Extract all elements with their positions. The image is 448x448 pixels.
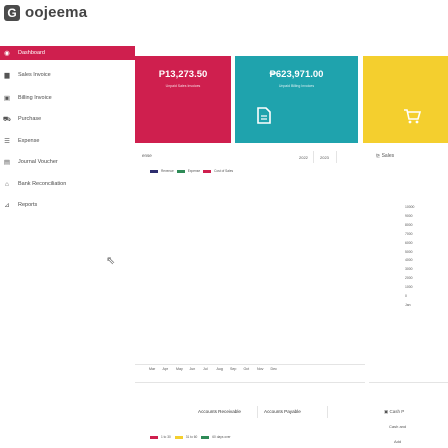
cash-panel: ▣ Cash P Cash and Add bbox=[369, 382, 448, 448]
sales-tick-label: 5000 bbox=[405, 249, 413, 254]
card-value: ₱623,971.00 bbox=[269, 69, 324, 80]
card-subtitle: Unpaid Sales Invoices bbox=[165, 84, 201, 88]
logo-mark: G bbox=[4, 4, 20, 21]
unpaid-billing-card[interactable]: ₱623,971.00 Unpaid Billing Invoices bbox=[235, 56, 358, 143]
sales-tick-label: Jan bbox=[405, 302, 411, 307]
chart-baseline bbox=[135, 364, 365, 365]
legend-swatch-cost-of-sales bbox=[203, 169, 212, 173]
sidebar-item-expense[interactable]: ☰ Expense bbox=[0, 134, 135, 148]
sidebar: ◉ Dashboard ▆ Sales Invoice ▣ Billing In… bbox=[0, 44, 135, 448]
sidebar-item-bank-reconciliation[interactable]: ⌂ Bank Reconciliation bbox=[0, 177, 135, 191]
sales-tick-label: 8000 bbox=[405, 222, 413, 227]
app-name: oojeema bbox=[25, 4, 88, 21]
cash-add-link[interactable]: Add bbox=[394, 439, 402, 444]
cart-icon bbox=[404, 109, 421, 124]
month-label: Sep bbox=[230, 367, 237, 371]
sales-tick-label: 1000 bbox=[405, 285, 413, 290]
sales-tick-label: 9000 bbox=[405, 213, 413, 218]
billing-icon: ▣ bbox=[3, 95, 11, 102]
ar-ap-panel: Accounts Receivable Accounts Payable 1 t… bbox=[135, 382, 365, 448]
chart-title: ense bbox=[142, 153, 152, 158]
aging-legend: 1 to 30 31 to 60 60 days over bbox=[150, 435, 231, 439]
legend-swatch-31-60 bbox=[174, 435, 183, 439]
month-label: Jun bbox=[189, 367, 196, 371]
sidebar-item-journal-voucher[interactable]: ▤ Journal Voucher bbox=[0, 155, 135, 169]
sidebar-item-reports[interactable]: ⊿ Reports bbox=[0, 198, 135, 212]
cash-title-text: Cash P bbox=[389, 409, 405, 414]
cart-icon: ⛟ bbox=[2, 115, 12, 123]
sidebar-item-label: Purchase bbox=[18, 116, 42, 122]
sidebar-item-label: Bank Reconciliation bbox=[18, 181, 67, 187]
card-subtitle: Unpaid Billing Invoices bbox=[278, 84, 315, 88]
tab-accounts-receivable[interactable]: Accounts Receivable bbox=[198, 409, 241, 414]
sidebar-item-billing-invoice[interactable]: ▣ Billing Invoice bbox=[0, 91, 135, 105]
year-divider bbox=[313, 151, 314, 163]
panel-top-border bbox=[135, 382, 365, 383]
legend-swatch-60-over bbox=[201, 435, 210, 439]
sales-title-text: Sales bbox=[381, 153, 395, 159]
sales-chart: ⊵ Sales 10000 9000 8000 7000 6000 5000 4000 300… bbox=[369, 148, 448, 378]
sidebar-item-purchase[interactable]: ⛟ Purchase bbox=[0, 112, 135, 126]
month-label: Dec bbox=[270, 367, 277, 371]
sidebar-item-dashboard[interactable]: ◉ Dashboard bbox=[0, 46, 135, 60]
month-label: Nov bbox=[257, 367, 264, 371]
month-label: Jul bbox=[203, 367, 208, 371]
sales-tick-label: 2000 bbox=[405, 276, 413, 281]
cash-subtitle: Cash and bbox=[389, 424, 407, 429]
third-summary-card[interactable] bbox=[363, 56, 448, 143]
bank-icon: ⌂ bbox=[5, 180, 9, 188]
tab-accounts-payable[interactable]: Accounts Payable bbox=[264, 409, 301, 414]
expense-icon: ☰ bbox=[4, 138, 10, 145]
legend-label-1-30: 1 to 30 bbox=[161, 435, 171, 439]
app-logo[interactable]: G oojeema bbox=[4, 4, 87, 21]
month-label: Apr bbox=[162, 367, 169, 371]
year-tab-2023[interactable]: 2023 bbox=[320, 155, 329, 160]
year-tab-2022[interactable]: 2022 bbox=[299, 155, 308, 160]
legend-label-31-60: 31 to 60 bbox=[185, 435, 198, 439]
month-label: Oct bbox=[243, 367, 250, 371]
cash-icon: ▣ bbox=[384, 409, 389, 414]
sidebar-item-label: Dashboard bbox=[18, 50, 45, 56]
sidebar-item-label: Journal Voucher bbox=[18, 159, 58, 165]
sidebar-item-label: Expense bbox=[18, 138, 40, 144]
unpaid-sales-card[interactable]: P13,273.50 Unpaid Sales Invoices bbox=[135, 56, 231, 143]
document-icon bbox=[257, 107, 271, 124]
sales-title: ⊵ Sales bbox=[376, 153, 394, 159]
chart-legend: Revenue Expense Cost of Sales bbox=[150, 169, 233, 173]
legend-label-revenue: Revenue bbox=[161, 169, 174, 173]
month-label: Mar bbox=[149, 367, 156, 371]
sidebar-item-label: Billing Invoice bbox=[18, 95, 52, 101]
card-value: P13,273.50 bbox=[158, 69, 208, 80]
sales-tick-label: 3000 bbox=[405, 267, 413, 272]
tab-divider bbox=[327, 406, 328, 418]
month-label: Aug bbox=[216, 367, 223, 371]
cash-title: ▣ Cash P bbox=[384, 409, 404, 415]
tab-divider bbox=[257, 406, 258, 418]
reports-icon: ⊿ bbox=[4, 202, 10, 209]
top-header: G oojeema bbox=[0, 0, 448, 44]
year-divider bbox=[336, 151, 337, 163]
legend-swatch-1-30 bbox=[150, 435, 158, 439]
sales-tick-label: 6000 bbox=[405, 240, 413, 245]
sales-tick-label: 0 bbox=[405, 294, 407, 298]
legend-swatch-expense bbox=[176, 169, 185, 173]
sales-chart-icon: ⊵ bbox=[376, 153, 381, 159]
legend-label-cost-of-sales: Cost of Sales bbox=[214, 169, 234, 173]
legend-label-60-over: 60 days over bbox=[212, 435, 231, 439]
month-label: May bbox=[176, 367, 183, 371]
sales-tick-label: 7000 bbox=[405, 231, 413, 236]
legend-swatch-revenue bbox=[150, 169, 158, 173]
sidebar-item-sales-invoice[interactable]: ▆ Sales Invoice bbox=[0, 68, 135, 82]
dashboard-icon: ◉ bbox=[4, 50, 10, 57]
bar-chart-icon: ▆ bbox=[4, 72, 10, 79]
income-expense-chart: ense 2022 2023 Revenue Expense Cost of S… bbox=[135, 148, 365, 378]
sales-tick-label: 4000 bbox=[405, 258, 413, 263]
sidebar-item-label: Reports bbox=[18, 202, 38, 208]
mouse-cursor-icon: ⇖ bbox=[106, 255, 116, 267]
sidebar-item-label: Sales Invoice bbox=[18, 72, 51, 78]
panel-top-border bbox=[369, 382, 448, 383]
journal-icon: ▤ bbox=[3, 159, 11, 166]
legend-label-expense: Expense bbox=[187, 169, 201, 173]
sales-tick-label: 10000 bbox=[405, 205, 415, 209]
